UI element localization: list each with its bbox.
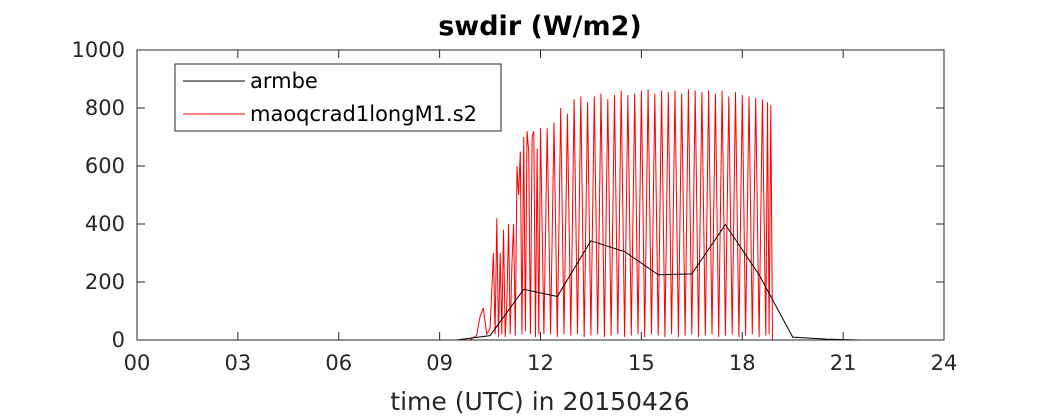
y-tick-label: 0 — [112, 328, 125, 352]
x-axis-label: time (UTC) in 20150426 — [390, 387, 689, 416]
chart-title: swdir (W/m2) — [438, 11, 642, 42]
x-tick-label: 09 — [426, 351, 453, 375]
y-tick-label: 1000 — [72, 38, 125, 62]
legend-label-0: armbe — [250, 69, 318, 93]
x-tick-label: 06 — [325, 351, 352, 375]
x-tick-label: 18 — [729, 351, 756, 375]
y-tick-label: 400 — [85, 212, 125, 236]
x-tick-label: 12 — [527, 351, 554, 375]
x-tick-label: 15 — [628, 351, 655, 375]
x-tick-label: 24 — [931, 351, 958, 375]
series-line-1 — [137, 89, 944, 341]
y-tick-label: 600 — [85, 154, 125, 178]
x-tick-label: 03 — [225, 351, 252, 375]
y-tick-label: 800 — [85, 96, 125, 120]
x-tick-label: 00 — [124, 351, 151, 375]
legend-box — [174, 63, 502, 132]
y-tick-label: 200 — [85, 270, 125, 294]
legend: armbe maoqcrad1longM1.s2 — [174, 63, 502, 132]
x-tick-label: 21 — [830, 351, 857, 375]
legend-label-1: maoqcrad1longM1.s2 — [250, 102, 477, 126]
axes-layer: 00 03 06 09 12 15 18 21 24 0 200 400 600 800 1000 — [72, 38, 958, 375]
